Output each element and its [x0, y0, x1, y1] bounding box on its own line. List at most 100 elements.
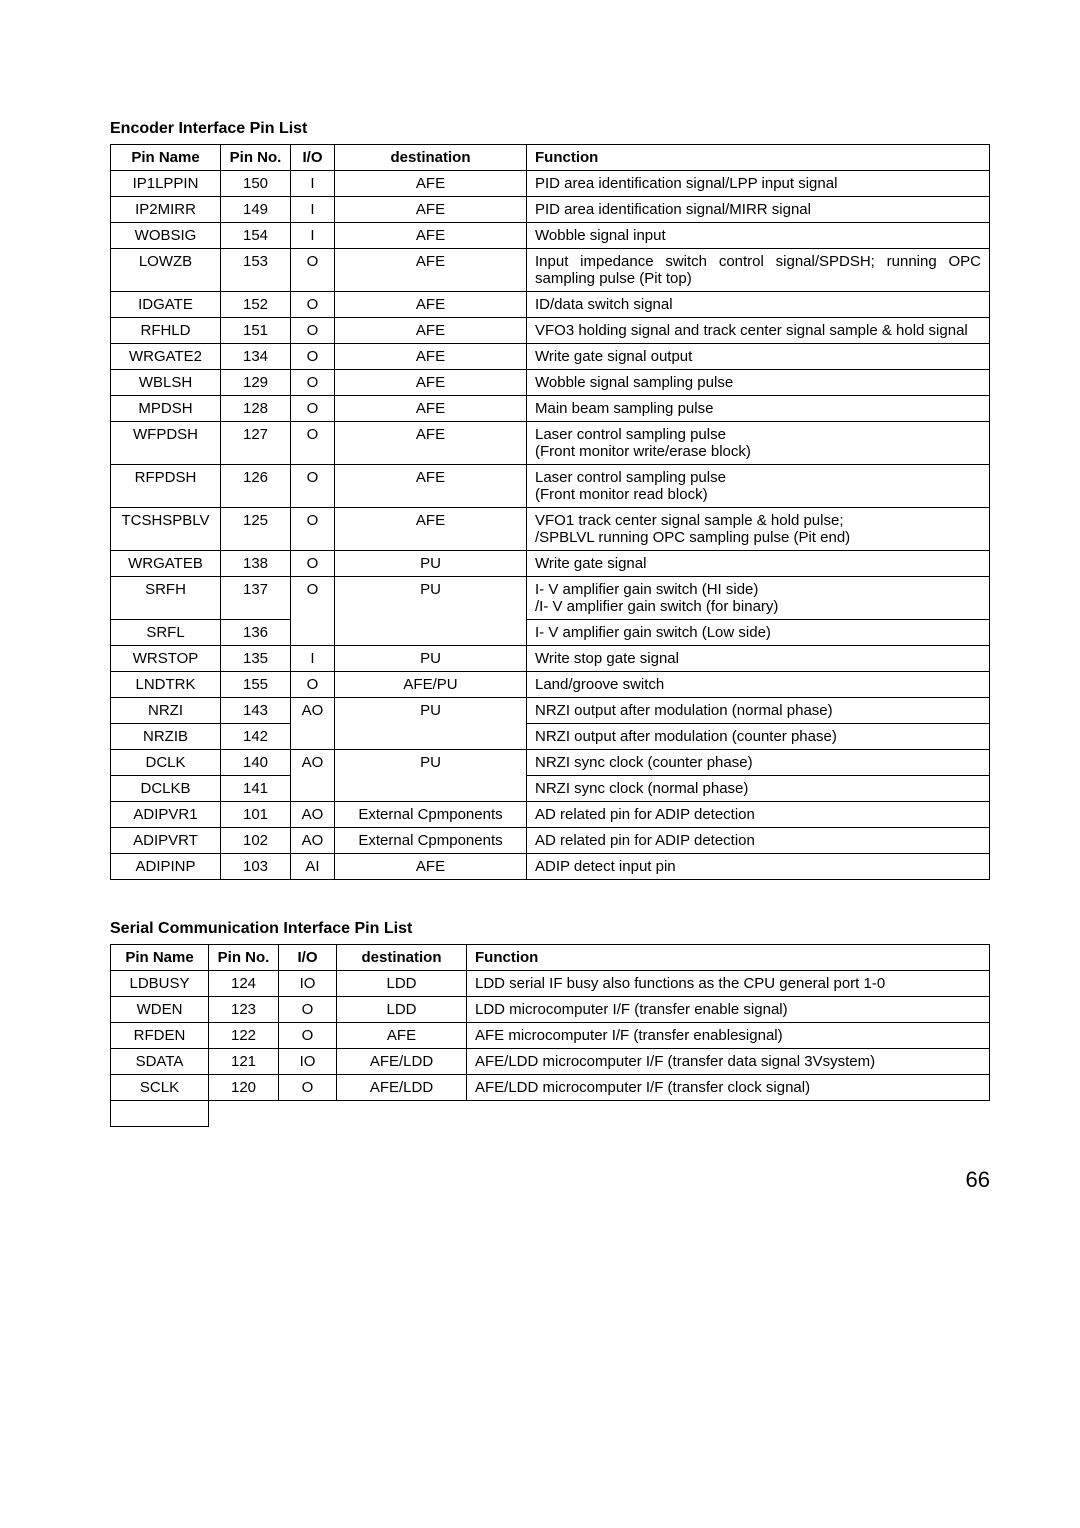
page-container: Encoder Interface Pin List Pin Name Pin … [0, 0, 1080, 1253]
table-row: WFPDSH127OAFELaser control sampling puls… [111, 422, 990, 465]
cell: AFE/LDD [337, 1075, 467, 1101]
cell-function: Main beam sampling pulse [527, 396, 990, 422]
cell-pin-name: ADIPVR1 [111, 802, 221, 828]
cell-pin-no: 126 [221, 465, 291, 508]
cell-pin-name: IP2MIRR [111, 197, 221, 223]
cell-function: AFE microcomputer I/F (transfer enablesi… [467, 1023, 990, 1049]
cell-function: AD related pin for ADIP detection [527, 828, 990, 854]
table-header-row: Pin Name Pin No. I/O destination Functio… [111, 145, 990, 171]
cell: LDD [337, 997, 467, 1023]
cell-io: O [291, 551, 335, 577]
table-row: SRFL136I- V amplifier gain switch (Low s… [111, 620, 990, 646]
cell-io: O [291, 422, 335, 465]
cell-function: NRZI output after modulation (counter ph… [527, 724, 990, 750]
table-row: WBLSH129OAFEWobble signal sampling pulse [111, 370, 990, 396]
table-row: RFDEN122OAFEAFE microcomputer I/F (trans… [111, 1023, 990, 1049]
cell-destination: AFE [335, 854, 527, 880]
cell-io: O [291, 465, 335, 508]
table-row: MPDSH128OAFEMain beam sampling pulse [111, 396, 990, 422]
cell-io: I [291, 197, 335, 223]
cell-function: I- V amplifier gain switch (HI side)/I- … [527, 577, 990, 620]
cell-function: NRZI sync clock (normal phase) [527, 776, 990, 802]
col-destination: destination [335, 145, 527, 171]
cell-destination: PU [335, 551, 527, 577]
cell: 124 [209, 971, 279, 997]
cell-pin-name: IP1LPPIN [111, 171, 221, 197]
table-row: DCLK140AOPUNRZI sync clock (counter phas… [111, 750, 990, 776]
cell-pin-no: 155 [221, 672, 291, 698]
cell-destination: AFE [335, 508, 527, 551]
cell-pin-name: WRSTOP [111, 646, 221, 672]
cell-pin-no: 154 [221, 223, 291, 249]
col-function: Function [527, 145, 990, 171]
cell-destination: PU [335, 577, 527, 646]
cell: SCLK [111, 1075, 209, 1101]
cell-pin-no: 153 [221, 249, 291, 292]
cell-empty [111, 1101, 209, 1127]
col-destination: destination [337, 945, 467, 971]
cell-io: O [291, 344, 335, 370]
table-row: IP2MIRR149IAFEPID area identification si… [111, 197, 990, 223]
cell-destination: External Cpmponents [335, 828, 527, 854]
cell: 121 [209, 1049, 279, 1075]
table-row: DCLKB141NRZI sync clock (normal phase) [111, 776, 990, 802]
cell: O [279, 1075, 337, 1101]
cell: LDD [337, 971, 467, 997]
cell-pin-name: WFPDSH [111, 422, 221, 465]
cell-function: Wobble signal input [527, 223, 990, 249]
cell-pin-name: TCSHSPBLV [111, 508, 221, 551]
cell-pin-no: 150 [221, 171, 291, 197]
cell-function: Write stop gate signal [527, 646, 990, 672]
cell-pin-no: 136 [221, 620, 291, 646]
cell-io: O [291, 508, 335, 551]
cell: WDEN [111, 997, 209, 1023]
cell-io: O [291, 292, 335, 318]
cell: RFDEN [111, 1023, 209, 1049]
cell-pin-name: SRFL [111, 620, 221, 646]
cell-io: O [291, 318, 335, 344]
cell: AFE [337, 1023, 467, 1049]
cell-pin-name: DCLKB [111, 776, 221, 802]
cell-pin-name: RFHLD [111, 318, 221, 344]
cell-pin-no: 152 [221, 292, 291, 318]
section2-title: Serial Communication Interface Pin List [110, 920, 990, 938]
table-row: LNDTRK155OAFE/PULand/groove switch [111, 672, 990, 698]
cell-io: I [291, 646, 335, 672]
col-io: I/O [279, 945, 337, 971]
cell-destination: PU [335, 646, 527, 672]
cell-function: PID area identification signal/LPP input… [527, 171, 990, 197]
cell-pin-name: WOBSIG [111, 223, 221, 249]
cell-pin-no: 127 [221, 422, 291, 465]
cell-io: O [291, 672, 335, 698]
cell-pin-no: 149 [221, 197, 291, 223]
cell-io: AO [291, 698, 335, 750]
cell-empty [209, 1101, 279, 1127]
cell: 120 [209, 1075, 279, 1101]
table-row: RFPDSH126OAFELaser control sampling puls… [111, 465, 990, 508]
cell-empty [467, 1101, 990, 1127]
col-pin-name: Pin Name [111, 145, 221, 171]
cell-pin-name: NRZI [111, 698, 221, 724]
cell-io: AI [291, 854, 335, 880]
cell-pin-name: ADIPINP [111, 854, 221, 880]
cell-pin-name: WBLSH [111, 370, 221, 396]
cell-io: O [291, 249, 335, 292]
cell-pin-no: 140 [221, 750, 291, 776]
table-row: ADIPVR1101AOExternal CpmponentsAD relate… [111, 802, 990, 828]
cell-destination: External Cpmponents [335, 802, 527, 828]
cell: LDBUSY [111, 971, 209, 997]
cell-pin-no: 142 [221, 724, 291, 750]
cell-pin-no: 137 [221, 577, 291, 620]
cell-function: Write gate signal output [527, 344, 990, 370]
cell-destination: AFE [335, 171, 527, 197]
cell-destination: AFE [335, 292, 527, 318]
table-row: NRZI143AOPUNRZI output after modulation … [111, 698, 990, 724]
table-row: IP1LPPIN150IAFEPID area identification s… [111, 171, 990, 197]
cell-function: LDD serial IF busy also functions as the… [467, 971, 990, 997]
table-row: WRSTOP135IPUWrite stop gate signal [111, 646, 990, 672]
table-row: WRGATEB138OPUWrite gate signal [111, 551, 990, 577]
cell-io: O [291, 370, 335, 396]
cell-destination: PU [335, 750, 527, 802]
cell: AFE/LDD [337, 1049, 467, 1075]
cell-function: VFO1 track center signal sample & hold p… [527, 508, 990, 551]
